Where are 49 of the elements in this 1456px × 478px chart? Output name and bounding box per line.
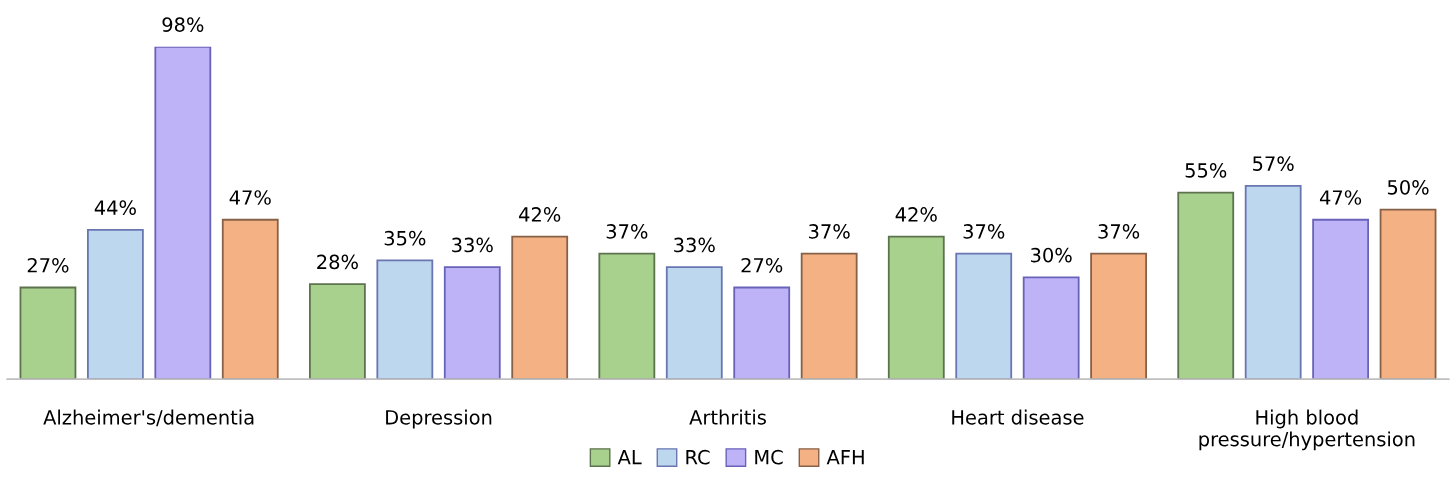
data-label: 42%	[519, 207, 561, 222]
bar	[221, 218, 279, 380]
data-label: 50%	[1387, 179, 1429, 195]
data-label: 33%	[452, 237, 493, 253]
data-label: 37%	[809, 224, 850, 239]
bar	[1312, 218, 1370, 380]
bar	[86, 228, 144, 380]
data-label: 37%	[1098, 224, 1140, 239]
bar	[665, 266, 723, 380]
data-label: 37%	[963, 224, 1005, 239]
data-label: 47%	[229, 190, 271, 205]
data-label: 98%	[162, 17, 204, 32]
x-tick-label: Alzheimer's/dementia	[43, 409, 254, 427]
bar	[1177, 191, 1235, 380]
legend-label: RC	[686, 449, 710, 465]
bar	[19, 286, 77, 380]
data-label: 27%	[27, 257, 69, 273]
x-tick-label: Heart disease	[952, 409, 1084, 425]
bar	[955, 252, 1013, 380]
bar	[443, 266, 501, 380]
data-label: 37%	[606, 224, 648, 239]
data-label: 27%	[741, 257, 783, 273]
x-tick-label: Depression	[386, 409, 492, 429]
legend-label: AL	[617, 450, 642, 465]
bar	[1379, 208, 1437, 380]
bar	[1090, 252, 1148, 380]
data-label: 30%	[1031, 247, 1072, 263]
bar	[800, 252, 858, 380]
bar	[1022, 276, 1080, 380]
bar	[1244, 184, 1302, 380]
x-tick-label: High blood pressure/hypertension	[1199, 409, 1415, 451]
data-label: 47%	[1319, 190, 1362, 205]
bar	[511, 235, 569, 380]
bar	[154, 46, 212, 380]
bar	[733, 286, 791, 380]
bar	[308, 283, 366, 380]
data-label: 33%	[674, 237, 715, 253]
bar	[887, 235, 945, 380]
data-label: 57%	[1253, 156, 1294, 171]
x-tick-label: Arthritis	[689, 409, 766, 425]
bar	[598, 252, 656, 380]
data-label: 35%	[384, 230, 426, 246]
legend-label: AFH	[826, 450, 864, 465]
data-label: 42%	[895, 207, 937, 222]
data-label: 55%	[1185, 163, 1227, 178]
data-label: 44%	[94, 200, 136, 216]
bar	[376, 259, 434, 380]
data-label: 28%	[317, 254, 358, 270]
legend-label: MC	[755, 449, 783, 465]
